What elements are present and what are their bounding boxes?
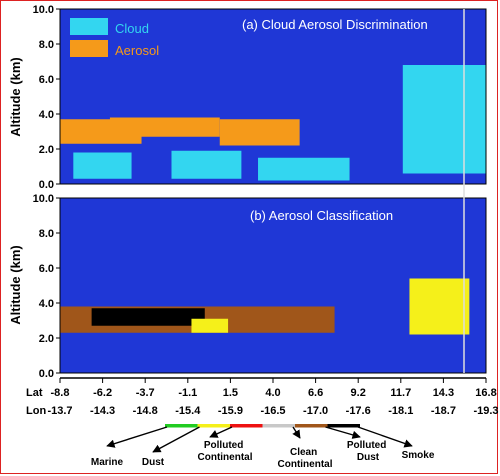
y-tick-label: 6.0 [39, 263, 54, 275]
lat-tick-label: -3.7 [136, 387, 155, 399]
lat-tick-label: 16.8 [475, 387, 496, 399]
lon-tick-label: -15.4 [175, 405, 201, 417]
lat-tick-label: 14.3 [433, 387, 454, 399]
lon-tick-label: -17.6 [346, 405, 371, 417]
lon-tick-label: -19.3 [473, 405, 498, 417]
region-smoke-1 [91, 308, 205, 326]
lon-tick-label: -14.8 [133, 405, 158, 417]
type-label-polluted-dust-line-2: Dust [357, 452, 380, 463]
aerosol-type-legend: Marine Dust Polluted Continental Clean C… [91, 424, 435, 470]
y-tick-label: 10.0 [33, 193, 54, 205]
type-swatch-clean-continental [262, 424, 295, 428]
aerosol-type-arrows [106, 426, 413, 453]
panel-a-y-ticks: 0.0 2.0 4.0 6.0 8.0 10.0 [33, 4, 60, 191]
type-label-clean-continental-line-2: Continental [278, 459, 333, 470]
lat-tick-label: 9.2 [351, 387, 366, 399]
region-dust-3 [409, 278, 470, 335]
panel-b-border [59, 197, 487, 374]
type-arrow [209, 426, 233, 438]
legend-swatch-aerosol [70, 40, 108, 57]
type-arrow [325, 426, 361, 439]
lon-tick-label: -18.1 [388, 405, 413, 417]
aerosol-type-labels: Marine Dust Polluted Continental Clean C… [91, 440, 435, 470]
lat-tick-label: 1.5 [223, 387, 238, 399]
y-tick-label: 2.0 [39, 333, 54, 345]
lat-tick-label: 6.6 [308, 387, 323, 399]
y-tick-label: 6.0 [39, 74, 54, 86]
lat-tick-label: -6.2 [93, 387, 112, 399]
type-label-polluted-continental-line-1: Polluted [204, 440, 243, 451]
x-axis: Lat Lon -8.8-13.7-6.2-14.3-3.7-14.8-1.1-… [26, 377, 499, 417]
lat-label: Lat [26, 387, 43, 399]
legend-label-cloud: Cloud [115, 21, 149, 36]
panel-b-regions [60, 278, 470, 335]
lat-tick-label: -1.1 [178, 387, 197, 399]
type-label-polluted-dust-line-1: Polluted [347, 440, 386, 451]
lon-tick-label: -18.7 [431, 405, 456, 417]
y-tick-label: 4.0 [39, 298, 54, 310]
type-arrow [357, 426, 413, 448]
type-label-polluted-dust: Polluted Dust [347, 440, 389, 463]
panel-b: (b) Aerosol Classification 0.0 2.0 4.0 6.0 8… [8, 193, 487, 380]
panel-a-title: (a) Cloud Aerosol Discrimination [242, 17, 428, 32]
x-ticks: -8.8 -13.7 -6.2 -14.3 -3.7 -14.8 -1.1 -15.4 1.5 -… [47, 378, 499, 417]
y-tick-label: 2.0 [39, 144, 54, 156]
aerosol-type-bar [165, 424, 360, 428]
type-arrow [152, 426, 200, 453]
type-label-smoke: Smoke [402, 450, 435, 461]
type-label-clean-continental-line-1: Clean [290, 447, 317, 458]
type-arrow [106, 426, 168, 448]
region-dust-2 [191, 318, 229, 333]
type-swatch-dust [197, 424, 230, 428]
lat-tick-label: 4.0 [265, 387, 280, 399]
type-swatch-smoke [327, 424, 360, 428]
region-cloud-6 [258, 157, 350, 181]
lat-tick-label: -8.8 [51, 387, 70, 399]
panel-b-y-label: Altitude (km) [8, 245, 23, 324]
lon-tick-label: -17.0 [303, 405, 328, 417]
lon-tick-label: -14.3 [90, 405, 115, 417]
y-tick-label: 8.0 [39, 228, 54, 240]
type-swatch-marine [165, 424, 198, 428]
y-tick-label: 0.0 [39, 179, 54, 191]
legend-label-aerosol: Aerosol [115, 43, 159, 58]
lon-tick-label: -16.5 [260, 405, 285, 417]
region-cloud-4 [73, 152, 132, 179]
lat-tick-label: 11.7 [390, 387, 411, 399]
y-tick-label: 4.0 [39, 109, 54, 121]
panel-a-border [59, 8, 487, 185]
panel-b-y-ticks: 0.0 2.0 4.0 6.0 8.0 10.0 [33, 193, 60, 380]
region-cloud-5 [171, 150, 242, 179]
y-tick-label: 8.0 [39, 39, 54, 51]
panel-b-title: (b) Aerosol Classification [250, 208, 393, 223]
region-cloud-7 [402, 65, 486, 174]
panel-a-y-label: Altitude (km) [8, 57, 23, 136]
type-swatch-polluted-dust [295, 424, 328, 428]
type-swatch-polluted-continental [230, 424, 263, 428]
type-label-polluted-continental: Polluted Continental [198, 440, 253, 463]
region-aerosol-1 [109, 117, 220, 137]
lon-tick-label: -13.7 [47, 405, 72, 417]
type-label-marine: Marine [91, 457, 124, 468]
y-tick-label: 0.0 [39, 368, 54, 380]
region-aerosol-2 [219, 119, 300, 146]
type-label-clean-continental: Clean Continental [278, 447, 333, 470]
type-label-polluted-continental-line-2: Continental [198, 452, 253, 463]
y-tick-label: 10.0 [33, 4, 54, 16]
lon-label: Lon [26, 405, 46, 417]
type-arrow [292, 426, 301, 439]
panel-a-regions [60, 65, 486, 181]
legend-swatch-cloud [70, 18, 108, 35]
panel-a: (a) Cloud Aerosol Discrimination Cloud A… [8, 4, 487, 191]
type-label-dust: Dust [142, 457, 165, 468]
lon-tick-label: -15.9 [218, 405, 243, 417]
